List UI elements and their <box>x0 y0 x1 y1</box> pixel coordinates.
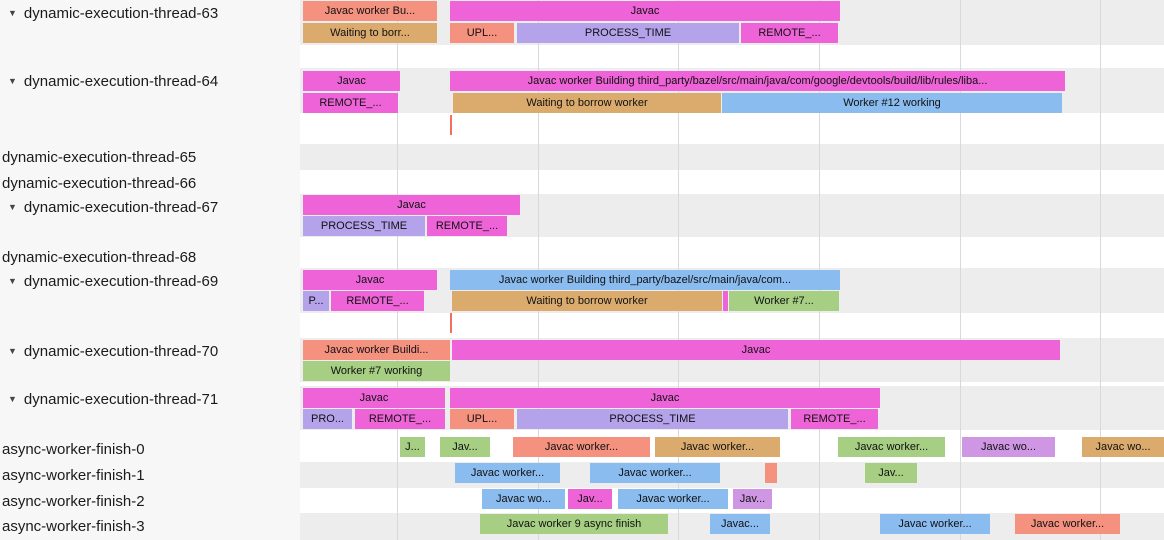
trace-event-bar[interactable]: Javac worker Building third_party/bazel/… <box>450 270 840 290</box>
trace-event-bar[interactable]: Javac <box>303 71 400 91</box>
trace-event-bar[interactable]: Worker #7... <box>729 291 839 311</box>
trace-event-bar[interactable]: Javac <box>303 270 437 290</box>
trace-event-bar[interactable]: REMOTE_... <box>427 216 507 236</box>
collapse-arrow-icon[interactable]: ▼ <box>8 8 17 18</box>
trace-event-bar[interactable]: Javac worker 9 async finish <box>480 514 668 534</box>
trace-event-bar[interactable]: Jav... <box>440 437 490 457</box>
track-header[interactable]: ▼ dynamic-execution-thread-71 <box>0 386 300 432</box>
collapse-arrow-icon[interactable]: ▼ <box>8 394 17 404</box>
trace-event-bar[interactable]: Javac worker Buildi... <box>303 340 450 360</box>
collapse-arrow-icon[interactable]: ▼ <box>8 276 17 286</box>
trace-event-bar[interactable]: Javac <box>303 195 520 215</box>
trace-event-bar[interactable] <box>723 291 728 311</box>
collapse-arrow-icon[interactable]: ▼ <box>8 202 17 212</box>
trace-event-bar[interactable]: PROCESS_TIME <box>517 409 788 429</box>
trace-event-bar[interactable]: Javac... <box>710 514 770 534</box>
track-label: dynamic-execution-thread-69 <box>23 273 219 290</box>
trace-event-bar[interactable]: Javac worker Building third_party/bazel/… <box>450 71 1065 91</box>
trace-event-bar[interactable]: Javac worker... <box>1015 514 1120 534</box>
track-header[interactable]: ▼ dynamic-execution-thread-67 <box>0 194 300 244</box>
trace-event-bar[interactable]: J... <box>400 437 425 457</box>
track-label: dynamic-execution-thread-66 <box>2 175 197 192</box>
track-label: dynamic-execution-thread-67 <box>23 199 219 216</box>
gridline <box>1100 0 1101 540</box>
trace-event-bar[interactable]: Jav... <box>733 489 772 509</box>
collapse-arrow-icon[interactable]: ▼ <box>8 76 17 86</box>
collapse-arrow-icon[interactable]: ▼ <box>8 346 17 356</box>
trace-event-bar[interactable]: UPL... <box>450 23 514 43</box>
timeline-canvas[interactable]: Javac worker Bu... Javac Waiting to borr..… <box>300 0 1164 540</box>
track-header[interactable]: async-worker-finish-1 <box>0 462 300 488</box>
track-label: async-worker-finish-0 <box>2 441 145 458</box>
track-header[interactable]: ▼ dynamic-execution-thread-70 <box>0 338 300 384</box>
trace-event-bar[interactable]: Javac worker... <box>618 489 728 509</box>
trace-event-bar[interactable]: Javac worker Bu... <box>303 1 437 21</box>
track-header[interactable]: async-worker-finish-2 <box>0 488 300 513</box>
track-header[interactable]: ▼ dynamic-execution-thread-63 <box>0 0 300 68</box>
trace-event-bar[interactable]: Waiting to borrow worker <box>452 291 722 311</box>
track-header[interactable]: ▼ dynamic-execution-thread-69 <box>0 268 300 338</box>
trace-event-bar[interactable]: REMOTE_... <box>303 93 398 113</box>
track-header[interactable]: async-worker-finish-3 <box>0 513 300 540</box>
track-name-panel <box>0 0 300 540</box>
track-label: dynamic-execution-thread-68 <box>2 249 197 266</box>
trace-event-bar[interactable]: Javac <box>450 388 880 408</box>
track-label: dynamic-execution-thread-65 <box>2 149 197 166</box>
track-header[interactable]: async-worker-finish-0 <box>0 436 300 462</box>
trace-event-bar[interactable]: REMOTE_... <box>355 409 445 429</box>
trace-event-bar[interactable]: Javac worker... <box>838 437 945 457</box>
track-background-stripe <box>300 462 1164 488</box>
trace-event-bar[interactable]: Javac wo... <box>962 437 1055 457</box>
track-background-stripe <box>300 144 1164 170</box>
trace-event-bar[interactable]: PRO... <box>303 409 352 429</box>
track-header[interactable]: dynamic-execution-thread-65 <box>0 144 300 170</box>
gridline <box>960 0 961 540</box>
trace-event-bar[interactable]: Jav... <box>568 489 612 509</box>
trace-event-bar[interactable]: P... <box>303 291 329 311</box>
track-label: async-worker-finish-1 <box>2 467 145 484</box>
track-header[interactable]: dynamic-execution-thread-68 <box>0 244 300 268</box>
trace-event-tick[interactable] <box>450 115 452 135</box>
trace-event-bar[interactable]: Javac worker... <box>880 514 990 534</box>
trace-event-bar[interactable]: Jav... <box>865 463 917 483</box>
trace-event-bar[interactable]: Javac <box>452 340 1060 360</box>
trace-event-bar[interactable]: Waiting to borr... <box>303 23 437 43</box>
trace-event-bar[interactable]: REMOTE_... <box>791 409 878 429</box>
track-label: dynamic-execution-thread-70 <box>23 343 219 360</box>
trace-event-bar[interactable]: Waiting to borrow worker <box>453 93 721 113</box>
track-label: dynamic-execution-thread-64 <box>23 73 219 90</box>
trace-event-bar[interactable]: Javac <box>303 388 445 408</box>
trace-event-bar[interactable]: PROCESS_TIME <box>517 23 739 43</box>
track-header[interactable]: ▼ dynamic-execution-thread-64 <box>0 68 300 144</box>
trace-event-bar[interactable]: UPL... <box>450 409 514 429</box>
trace-event-bar[interactable]: Javac <box>450 1 840 21</box>
track-label: async-worker-finish-2 <box>2 493 145 510</box>
trace-event-bar[interactable]: PROCESS_TIME <box>303 216 425 236</box>
trace-event-bar[interactable]: Javac worker... <box>590 463 720 483</box>
trace-event-bar[interactable] <box>765 463 777 483</box>
track-header[interactable]: dynamic-execution-thread-66 <box>0 170 300 194</box>
trace-event-bar[interactable]: Javac wo... <box>482 489 565 509</box>
trace-event-bar[interactable]: Javac worker... <box>513 437 650 457</box>
trace-event-bar[interactable]: Javac worker... <box>655 437 780 457</box>
trace-event-bar[interactable]: Worker #7 working <box>303 361 450 381</box>
track-label: dynamic-execution-thread-71 <box>23 391 219 408</box>
trace-event-bar[interactable]: Javac worker... <box>455 463 560 483</box>
trace-event-bar[interactable]: REMOTE_... <box>741 23 838 43</box>
track-label: dynamic-execution-thread-63 <box>23 5 219 22</box>
track-label: async-worker-finish-3 <box>2 518 145 535</box>
trace-event-bar[interactable]: Worker #12 working <box>722 93 1062 113</box>
trace-event-bar[interactable]: Javac wo... <box>1082 437 1164 457</box>
trace-event-tick[interactable] <box>450 313 452 333</box>
trace-event-bar[interactable]: REMOTE_... <box>331 291 424 311</box>
